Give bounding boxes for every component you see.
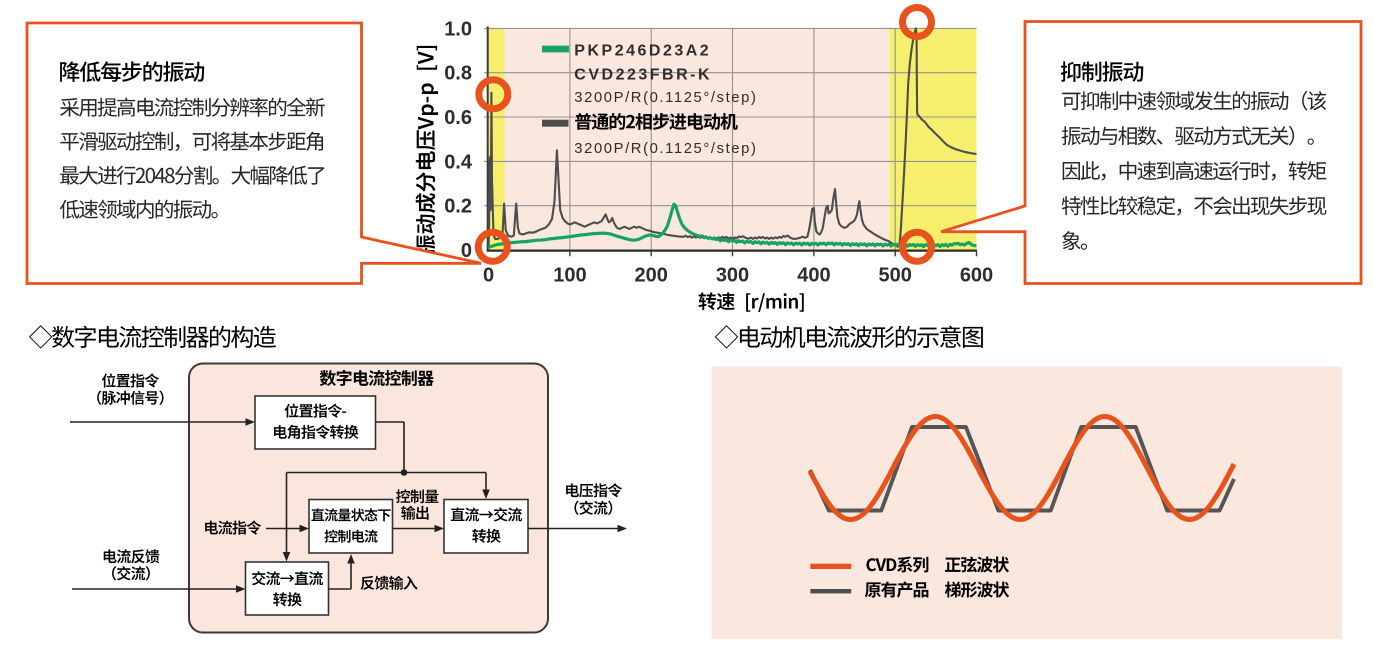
svg-text:1.0: 1.0	[444, 18, 472, 40]
svg-text:600: 600	[960, 265, 993, 287]
svg-text:PKP246D23A2: PKP246D23A2	[574, 43, 711, 60]
svg-text:400: 400	[797, 265, 830, 287]
svg-text:0: 0	[483, 265, 494, 287]
svg-text:CVD223FBR-K: CVD223FBR-K	[574, 67, 712, 84]
svg-text:3200P/R(0.1125°/step): 3200P/R(0.1125°/step)	[574, 90, 757, 106]
svg-text:100: 100	[553, 265, 586, 287]
svg-text:3200P/R(0.1125°/step): 3200P/R(0.1125°/step)	[574, 141, 757, 157]
svg-text:0.2: 0.2	[444, 196, 472, 218]
svg-text:0.8: 0.8	[444, 63, 472, 85]
svg-text:0.6: 0.6	[444, 107, 472, 129]
svg-text:300: 300	[716, 265, 749, 287]
svg-text:0: 0	[461, 240, 472, 262]
svg-text:0.4: 0.4	[444, 151, 473, 173]
svg-text:200: 200	[635, 265, 668, 287]
svg-text:500: 500	[879, 265, 912, 287]
